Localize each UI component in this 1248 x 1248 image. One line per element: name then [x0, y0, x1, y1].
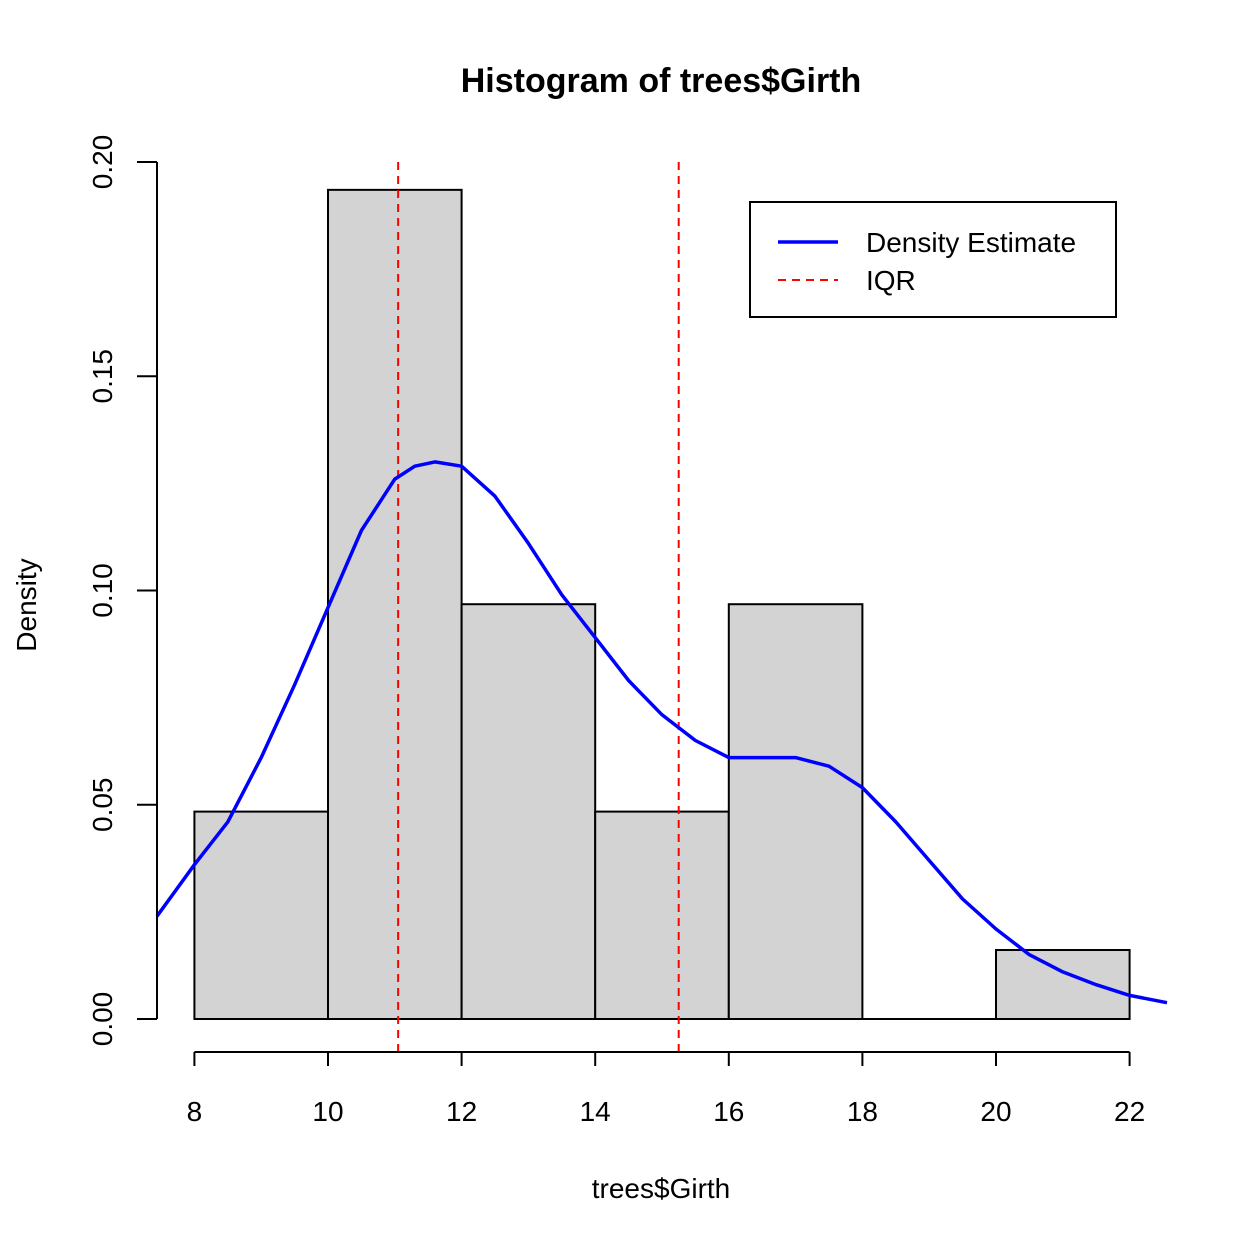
y-axis-title: Density	[11, 558, 42, 651]
y-tick-label: 0.15	[87, 349, 118, 404]
density-curve-layer	[155, 460, 1168, 1005]
x-tick-label: 14	[580, 1096, 611, 1127]
x-tick-label: 12	[446, 1096, 477, 1127]
density-estimate-line	[155, 460, 1168, 1005]
x-axis: 8 10 12 14 16 18 20 22	[187, 1051, 1145, 1127]
x-tick-label: 18	[847, 1096, 878, 1127]
histogram-bar-7	[994, 949, 1131, 1020]
y-tick-label: 0.00	[87, 992, 118, 1047]
histogram-bar-4	[594, 810, 730, 1021]
x-tick-label: 16	[713, 1096, 744, 1127]
y-tick-label: 0.10	[87, 563, 118, 618]
histogram-bar-3	[460, 603, 597, 1020]
histogram-bar-1	[193, 810, 330, 1021]
y-tick-label: 0.05	[87, 778, 118, 833]
x-tick-label: 20	[980, 1096, 1011, 1127]
legend-density-label: Density Estimate	[866, 227, 1076, 258]
chart-title: Histogram of trees$Girth	[461, 62, 862, 100]
histogram-bar-2	[327, 188, 463, 1021]
x-tick-label: 8	[187, 1096, 203, 1127]
y-tick-label: 0.20	[87, 135, 118, 190]
histogram-bar-5	[727, 603, 864, 1020]
y-axis: 0.00 0.05 0.10 0.15 0.20	[87, 135, 158, 1047]
x-axis-title: trees$Girth	[592, 1173, 731, 1204]
legend: Density Estimate IQR	[749, 201, 1117, 318]
x-tick-label: 10	[312, 1096, 343, 1127]
legend-iqr-label: IQR	[866, 265, 916, 296]
bars-layer	[193, 188, 1131, 1021]
legend-box	[749, 201, 1117, 318]
x-tick-label: 22	[1114, 1096, 1145, 1127]
